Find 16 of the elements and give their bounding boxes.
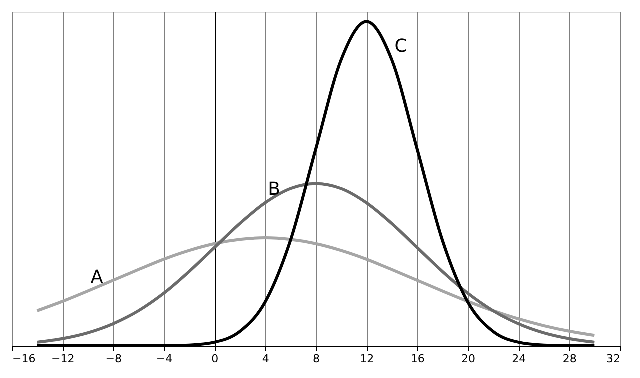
x-tick-label: −4	[156, 352, 173, 366]
x-tick-label: 8	[313, 352, 320, 366]
x-tick-label: 12	[360, 352, 374, 366]
x-tick-label: 28	[562, 352, 577, 366]
x-tick-label: −16	[12, 352, 36, 366]
x-tick-label: 24	[512, 352, 526, 366]
x-tick-label: −12	[52, 352, 75, 366]
annotation: A	[90, 267, 104, 288]
x-tick-label: 4	[262, 352, 270, 366]
annotation: C	[394, 36, 408, 57]
annotation: B	[268, 178, 281, 200]
x-tick-label: 0	[212, 352, 219, 366]
x-tick-label: 20	[462, 352, 476, 366]
x-tick-label: 16	[410, 352, 425, 366]
x-tick-label: −8	[106, 352, 122, 366]
x-tick-label: 32	[606, 352, 620, 366]
